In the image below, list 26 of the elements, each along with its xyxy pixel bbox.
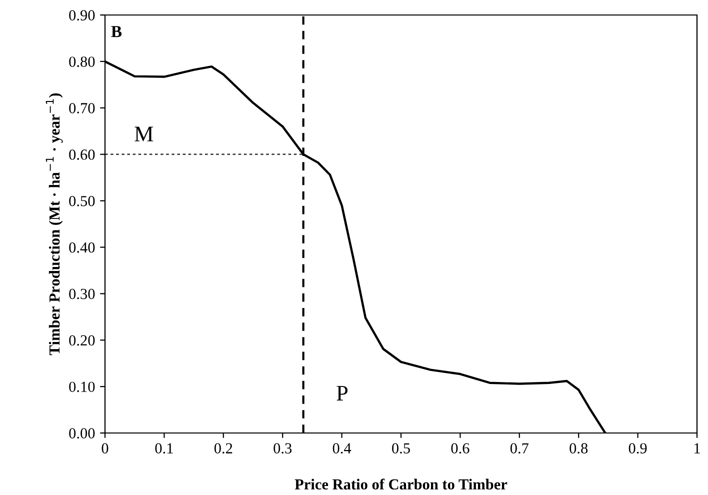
x-tick-label: 0.1 <box>155 443 173 454</box>
y-tick-label: 0.50 <box>69 196 95 206</box>
x-tick-label: 1 <box>694 443 700 454</box>
x-axis-title: Price Ratio of Carbon to Timber <box>294 478 508 490</box>
x-tick-label: 0 <box>102 443 108 454</box>
y-tick-label: 0.60 <box>69 149 95 160</box>
x-tick-label: 0.4 <box>332 443 352 454</box>
annotation: B <box>111 26 122 38</box>
x-tick-label: 0.9 <box>628 443 647 454</box>
y-axis-title: Timber Production (Mt · ha$^{−1}$ · year$^{−1}$) <box>46 93 63 356</box>
y-tick-label: 0.20 <box>69 335 95 346</box>
x-tick-label: 0.7 <box>510 443 529 454</box>
annotation: P <box>336 386 348 400</box>
x-tick-label: 0.3 <box>274 443 292 454</box>
y-tick-label: 0.90 <box>69 10 95 21</box>
y-tick-label: 0.10 <box>69 382 95 392</box>
y-tick-label: 0.00 <box>69 428 95 439</box>
annotation: M <box>134 126 154 142</box>
x-tick-label: 0.8 <box>570 443 588 454</box>
y-tick-label: 0.40 <box>69 242 95 253</box>
y-tick-label: 0.70 <box>69 103 95 114</box>
y-tick-label: 0.30 <box>69 288 95 300</box>
x-tick-label: 0.5 <box>392 443 410 454</box>
y-tick-label: 0.80 <box>69 56 95 67</box>
x-tick-label: 0.6 <box>451 443 470 454</box>
x-tick-label: 0.2 <box>214 443 232 454</box>
